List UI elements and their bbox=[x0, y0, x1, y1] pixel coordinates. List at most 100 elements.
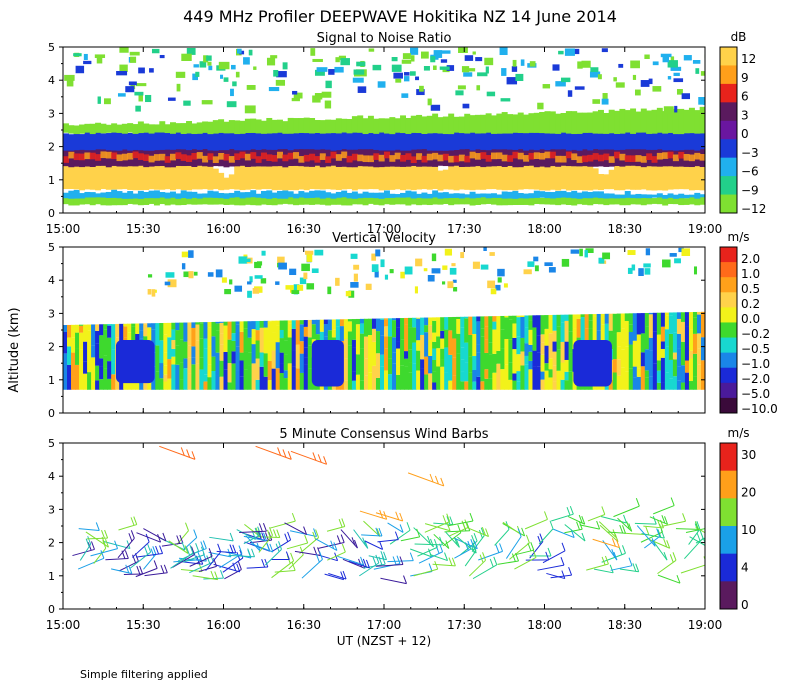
snr-cell bbox=[129, 51, 140, 56]
snr-cell bbox=[652, 61, 659, 66]
snr-cell bbox=[640, 157, 647, 190]
vv-cell bbox=[375, 331, 381, 354]
vv-cell bbox=[339, 326, 345, 341]
snr-cell bbox=[475, 57, 483, 62]
snr-cell bbox=[635, 111, 642, 133]
vv-cell bbox=[696, 364, 702, 390]
vv-cell bbox=[456, 316, 461, 319]
vv-cell bbox=[231, 333, 237, 341]
snr-cell bbox=[105, 124, 112, 133]
vv-cell bbox=[251, 344, 257, 364]
wind-barb bbox=[537, 557, 565, 571]
barb-feather bbox=[287, 531, 292, 541]
snr-cell bbox=[635, 117, 642, 150]
snr-cell bbox=[116, 154, 123, 162]
colorbar-cell bbox=[720, 176, 737, 196]
vv-cell bbox=[207, 272, 214, 277]
snr-cell bbox=[362, 137, 369, 167]
vv-cell bbox=[636, 313, 642, 335]
snr-cell bbox=[464, 55, 474, 61]
vv-cell bbox=[492, 329, 497, 345]
vv-cell bbox=[243, 351, 249, 370]
vv-cell bbox=[627, 267, 633, 274]
snr-cell bbox=[560, 159, 567, 190]
colorbar-cell bbox=[720, 277, 737, 293]
snr-cell bbox=[341, 190, 348, 198]
vv-cell bbox=[602, 252, 611, 260]
vv-cell bbox=[412, 342, 417, 364]
snr-cell bbox=[378, 137, 385, 168]
snr-cell bbox=[432, 137, 439, 167]
snr-cell bbox=[207, 196, 214, 205]
snr-cell bbox=[699, 195, 705, 205]
snr-cell bbox=[373, 196, 380, 205]
vv-cell bbox=[692, 376, 698, 390]
vv-cell bbox=[496, 331, 501, 351]
wind-barb bbox=[414, 536, 444, 546]
snr-cell bbox=[230, 64, 236, 70]
snr-cell bbox=[325, 80, 332, 89]
vv-cell bbox=[660, 312, 666, 327]
vv-cell bbox=[159, 340, 164, 364]
vv-cell bbox=[199, 322, 205, 324]
vv-cell bbox=[512, 337, 518, 350]
barb-shaft bbox=[552, 528, 575, 539]
vv-cell bbox=[235, 370, 241, 390]
vv-cell bbox=[188, 250, 194, 258]
snr-cell bbox=[539, 197, 546, 205]
snr-cell bbox=[132, 124, 139, 134]
snr-cell bbox=[640, 118, 647, 150]
barb-feather bbox=[472, 544, 477, 554]
snr-cell bbox=[175, 152, 182, 159]
vv-cell bbox=[664, 372, 670, 383]
vv-cell bbox=[556, 326, 562, 350]
snr-cell bbox=[528, 152, 535, 160]
snr-cell bbox=[432, 152, 439, 160]
barb-feather bbox=[703, 556, 705, 561]
vv-cell bbox=[396, 366, 401, 375]
barb-shaft bbox=[587, 514, 606, 522]
barb-shaft bbox=[389, 529, 411, 545]
vv-cell bbox=[291, 328, 297, 351]
snr-cell bbox=[218, 172, 225, 191]
vv-cell bbox=[283, 340, 289, 355]
vv-cell bbox=[371, 318, 377, 329]
snr-cell bbox=[400, 154, 407, 162]
snr-cell bbox=[202, 155, 209, 163]
barb-feather bbox=[661, 515, 666, 524]
vv-cell bbox=[612, 372, 618, 390]
colorbar-tick-label: −5.0 bbox=[741, 387, 770, 401]
snr-cell bbox=[694, 152, 701, 160]
vv-cell bbox=[267, 360, 273, 381]
colorbar-tick-label: 0.2 bbox=[741, 297, 760, 311]
snr-cell bbox=[357, 193, 364, 199]
snr-cell bbox=[303, 194, 310, 205]
vv-cell bbox=[552, 330, 558, 342]
colorbar-tick-label: −6 bbox=[741, 165, 759, 179]
barb-shaft bbox=[286, 542, 308, 550]
barb-shaft bbox=[457, 536, 477, 554]
barb-feather bbox=[155, 545, 160, 555]
vv-cell bbox=[660, 341, 666, 349]
snr-cell bbox=[335, 157, 342, 191]
snr-cell bbox=[389, 197, 396, 205]
snr-cell bbox=[614, 151, 621, 159]
barb-feather bbox=[162, 532, 167, 542]
colorbar-tick-label: −0.5 bbox=[741, 342, 770, 356]
snr-cell bbox=[298, 158, 305, 190]
snr-cell bbox=[223, 121, 230, 134]
snr-cell bbox=[474, 193, 481, 198]
wind-barb bbox=[189, 553, 214, 574]
snr-cell bbox=[276, 71, 287, 78]
snr-cell bbox=[116, 70, 128, 76]
vv-cell bbox=[291, 350, 297, 367]
vv-cell bbox=[171, 348, 176, 357]
vv-cell bbox=[365, 283, 372, 290]
vv-cell bbox=[638, 268, 644, 277]
snr-cell bbox=[555, 158, 562, 191]
snr-cell bbox=[312, 95, 321, 103]
snr-cell bbox=[480, 157, 487, 190]
barb-feather bbox=[333, 542, 338, 551]
vv-cell bbox=[388, 358, 393, 375]
snr-cell bbox=[507, 197, 513, 206]
